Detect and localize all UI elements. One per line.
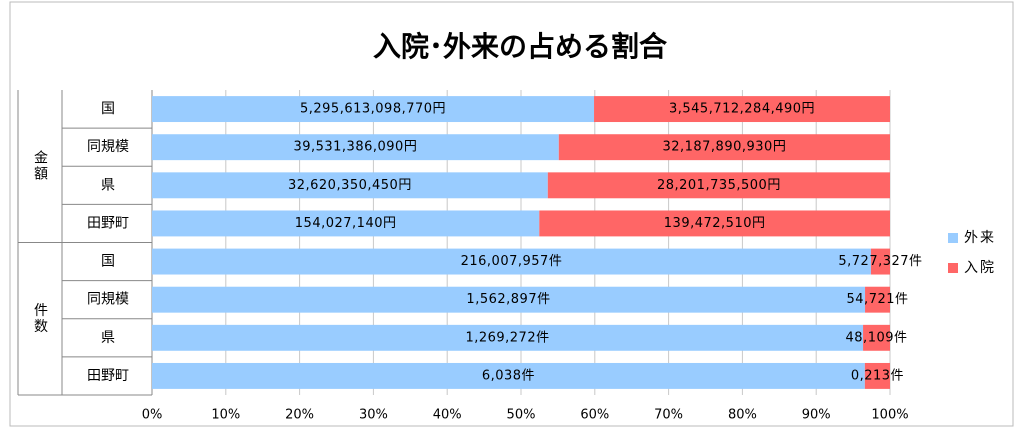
x-tick-label: 20% <box>285 408 314 423</box>
data-label: 48,109件 <box>846 330 908 345</box>
data-label: 5,727,327件 <box>838 254 922 269</box>
data-label: 6,038件 <box>482 368 535 383</box>
data-label: 3,545,712,284,490円 <box>669 102 815 117</box>
y-tick-label: 田野町 <box>87 215 129 231</box>
data-label: 28,201,735,500円 <box>657 178 781 193</box>
y-tick-label: 県 <box>101 177 115 193</box>
data-label: 139,472,510円 <box>664 216 766 231</box>
y-tick-label: 国 <box>101 254 115 270</box>
y-tick-label: 県 <box>101 330 115 346</box>
bar-segment <box>152 210 540 237</box>
data-label: 154,027,140円 <box>295 216 397 231</box>
bar-segment <box>870 248 890 275</box>
bar-segment <box>152 172 548 199</box>
x-tick-label: 50% <box>507 408 536 423</box>
bar-segment <box>539 210 890 237</box>
data-label: 216,007,957件 <box>461 254 563 269</box>
legend-label: 入院 <box>964 260 996 276</box>
legend-swatch <box>948 233 958 243</box>
bar-segment <box>547 172 890 199</box>
data-label: 32,187,890,930円 <box>662 140 786 155</box>
data-label: 5,295,613,098,770円 <box>300 102 446 117</box>
x-tick-label: 80% <box>728 408 757 423</box>
x-tick-label: 90% <box>802 408 831 423</box>
legend-swatch <box>948 263 958 273</box>
data-label: 39,531,386,090円 <box>293 140 417 155</box>
bar-segment <box>152 286 866 313</box>
bar-segment <box>594 96 890 123</box>
data-label: 0,213件 <box>851 368 904 383</box>
x-tick-label: 40% <box>433 408 462 423</box>
x-tick-label: 30% <box>359 408 388 423</box>
y-tick-label: 田野町 <box>87 368 129 384</box>
chart-title: 入院･外来の占める割合 <box>373 30 668 63</box>
data-label: 1,269,272件 <box>465 330 549 345</box>
bar-segment <box>152 248 871 275</box>
data-label: 1,562,897件 <box>466 292 550 307</box>
bar-segment <box>863 324 890 351</box>
bar-segment <box>865 286 890 313</box>
group-label: 件数 <box>32 303 48 335</box>
bar-segment <box>152 96 595 123</box>
legend-label: 外来 <box>964 230 996 246</box>
y-tick-label: 国 <box>101 101 115 117</box>
x-tick-label: 70% <box>654 408 683 423</box>
x-tick-label: 100% <box>871 408 908 423</box>
group-label: 金額 <box>32 150 48 182</box>
y-tick-label: 同規模 <box>87 292 129 308</box>
bar-segment <box>558 134 890 161</box>
bar-segment <box>152 362 865 389</box>
y-tick-label: 同規模 <box>87 139 129 155</box>
data-label: 32,620,350,450円 <box>288 178 412 193</box>
x-tick-label: 60% <box>580 408 609 423</box>
x-tick-label: 0% <box>142 408 163 423</box>
x-tick-label: 10% <box>211 408 240 423</box>
data-label: 54,721件 <box>847 292 909 307</box>
bar-segment <box>864 362 890 389</box>
bar-segment <box>152 324 864 351</box>
bar-segment <box>152 134 559 161</box>
